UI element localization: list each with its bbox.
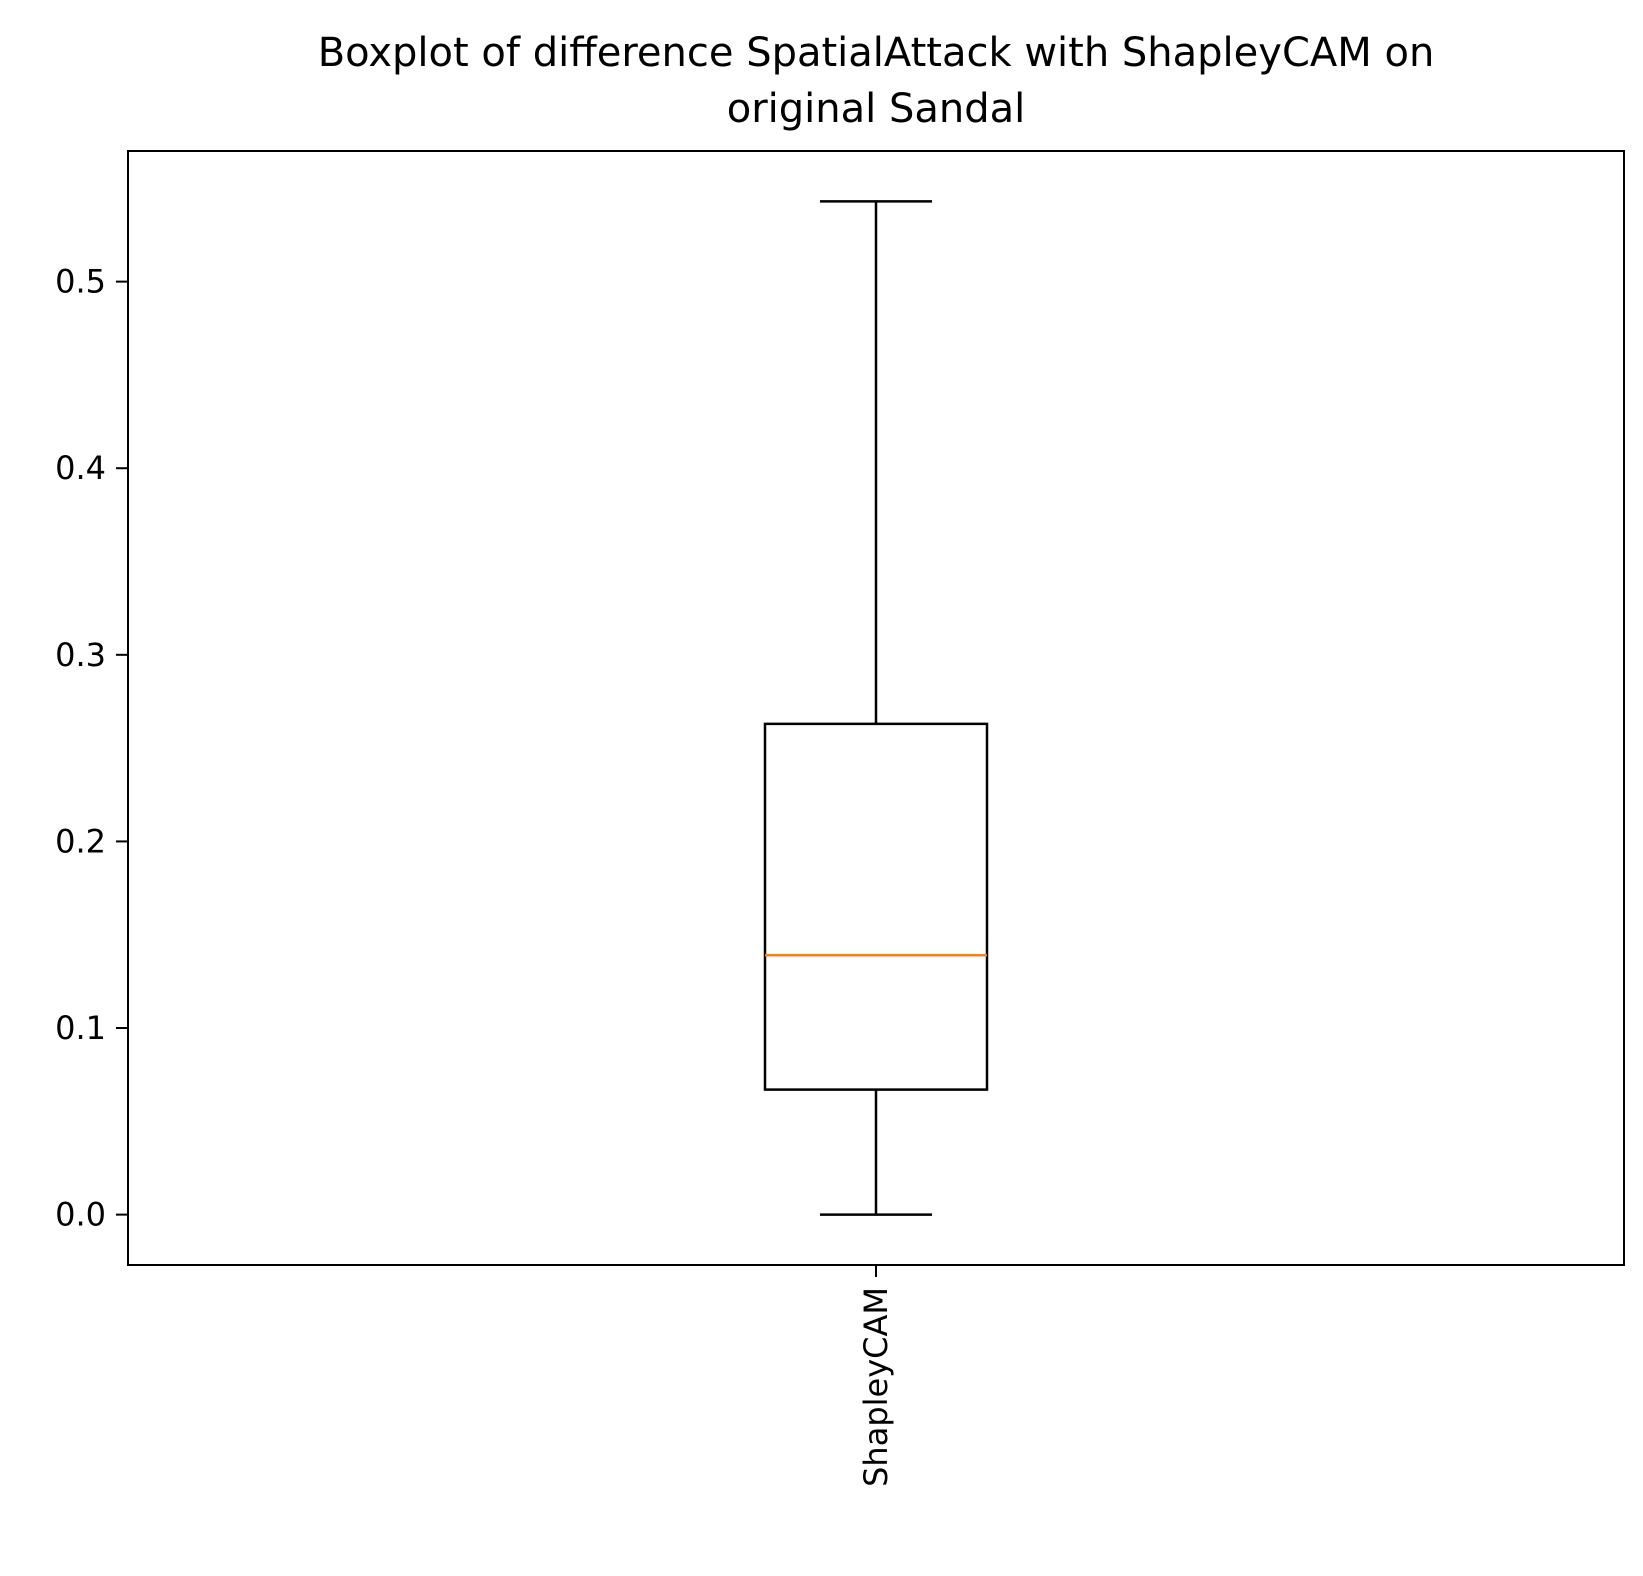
y-tick-label: 0.1 bbox=[55, 1009, 106, 1047]
y-tick-label: 0.4 bbox=[55, 449, 106, 487]
y-axis: 0.0 0.1 0.2 0.3 0.4 0.5 bbox=[55, 263, 128, 1234]
y-tick-label: 0.3 bbox=[55, 636, 106, 674]
y-tick-label: 0.0 bbox=[55, 1196, 106, 1234]
plot-frame bbox=[127, 150, 1625, 1266]
y-tick-label: 0.5 bbox=[55, 263, 106, 301]
x-tick-label: ShapleyCAM bbox=[857, 1287, 895, 1487]
boxes bbox=[763, 200, 989, 1216]
x-axis: ShapleyCAM bbox=[857, 1265, 895, 1487]
y-tick-label: 0.2 bbox=[55, 822, 106, 860]
chart-title-line-2: original Sandal bbox=[727, 86, 1026, 132]
chart-title-line-1: Boxplot of difference SpatialAttack with… bbox=[318, 30, 1435, 76]
iqr-box bbox=[763, 722, 989, 1091]
